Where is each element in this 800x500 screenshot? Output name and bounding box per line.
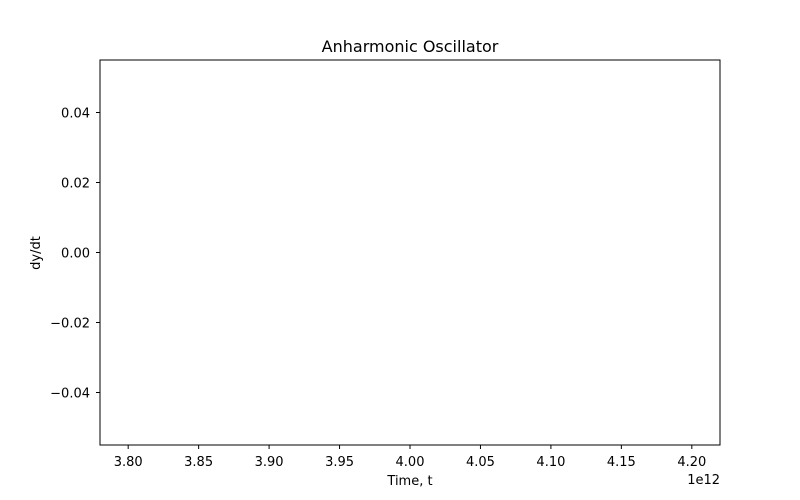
y-tick-label: 0.02 xyxy=(61,177,90,192)
x-tick-label: 4.20 xyxy=(677,455,706,470)
x-axis-ticks: 3.80 3.85 3.90 3.95 4.00 4.05 4.10 4.15 4.20 xyxy=(114,445,706,470)
x-tick-label: 4.05 xyxy=(466,455,495,470)
x-axis-offset-label: 1e12 xyxy=(687,473,720,488)
y-axis-ticks: −0.04 −0.02 0.00 0.02 0.04 xyxy=(50,107,100,402)
x-tick-label: 3.95 xyxy=(325,455,354,470)
x-axis-label: Time, t xyxy=(386,474,432,489)
x-tick-label: 4.15 xyxy=(607,455,636,470)
x-tick-label: 3.90 xyxy=(255,455,284,470)
y-tick-label: 0.04 xyxy=(61,107,90,122)
chart-title: Anharmonic Oscillator xyxy=(322,37,499,56)
x-tick-label: 3.85 xyxy=(184,455,213,470)
x-tick-label: 3.80 xyxy=(114,455,143,470)
x-tick-label: 4.00 xyxy=(396,455,425,470)
plot-area-frame xyxy=(99,59,721,446)
y-tick-label: −0.04 xyxy=(50,387,90,402)
y-tick-label: −0.02 xyxy=(50,317,90,332)
x-tick-label: 4.10 xyxy=(536,455,565,470)
y-axis-label: dy/dt xyxy=(29,236,44,270)
y-tick-label: 0.00 xyxy=(61,247,90,262)
